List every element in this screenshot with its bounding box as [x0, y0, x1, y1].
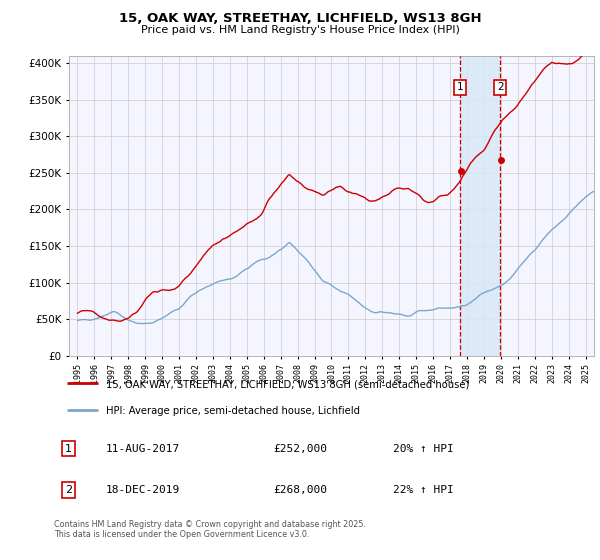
Bar [460, 56, 500, 356]
Text: Contains HM Land Registry data © Crown copyright and database right 2025.
This d: Contains HM Land Registry data © Crown c… [54, 520, 366, 539]
Text: 11-AUG-2017: 11-AUG-2017 [106, 444, 181, 454]
Text: HPI: Average price, semi-detached house, Lichfield: HPI: Average price, semi-detached house,… [106, 405, 360, 416]
Text: 15, OAK WAY, STREETHAY, LICHFIELD, WS13 8GH: 15, OAK WAY, STREETHAY, LICHFIELD, WS13 … [119, 12, 481, 25]
Text: £268,000: £268,000 [273, 485, 327, 495]
Text: 22% ↑ HPI: 22% ↑ HPI [394, 485, 454, 495]
Text: £252,000: £252,000 [273, 444, 327, 454]
Text: 15, OAK WAY, STREETHAY, LICHFIELD, WS13 8GH (semi-detached house): 15, OAK WAY, STREETHAY, LICHFIELD, WS13 … [106, 380, 470, 390]
Text: 2: 2 [65, 485, 72, 495]
Text: Price paid vs. HM Land Registry's House Price Index (HPI): Price paid vs. HM Land Registry's House … [140, 25, 460, 35]
Text: 18-DEC-2019: 18-DEC-2019 [106, 485, 181, 495]
Text: 20% ↑ HPI: 20% ↑ HPI [394, 444, 454, 454]
Text: 2: 2 [497, 82, 503, 92]
Text: 1: 1 [457, 82, 464, 92]
Text: 1: 1 [65, 444, 72, 454]
